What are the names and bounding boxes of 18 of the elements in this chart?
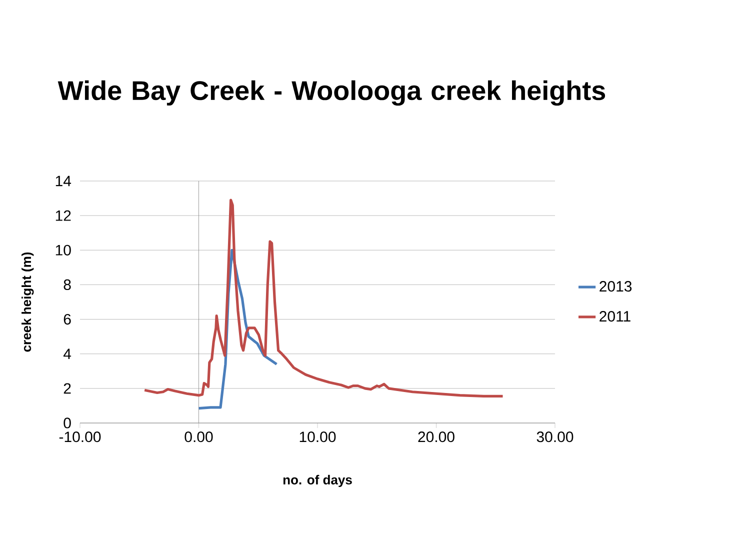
y-tick-label: 4 (63, 348, 72, 360)
y-axis-title: creek height (m) (22, 252, 34, 352)
x-tick-label: 30.00 (536, 432, 574, 442)
y-tick-label: 2 (64, 383, 71, 394)
x-tick-label: 20.00 (418, 432, 454, 442)
x-tick-label: -10.00 (59, 432, 101, 442)
y-tick-label: 6 (64, 314, 71, 325)
y-tick-label: 10 (56, 244, 71, 256)
y-tick-label: 12 (56, 210, 71, 221)
legend-label: 2013 (600, 281, 632, 292)
x-tick-label: 10.00 (300, 432, 336, 442)
y-tick-label: 8 (64, 279, 71, 290)
x-axis-title: no. of days (283, 474, 352, 488)
y-tick-label: 14 (56, 176, 72, 186)
chart-title: Wide Bay Creek - Woolooga creek heights (58, 80, 606, 106)
x-tick-label: 0.00 (184, 432, 213, 442)
legend-label: 2011 (600, 311, 630, 322)
y-tick-label: 0 (64, 418, 71, 428)
